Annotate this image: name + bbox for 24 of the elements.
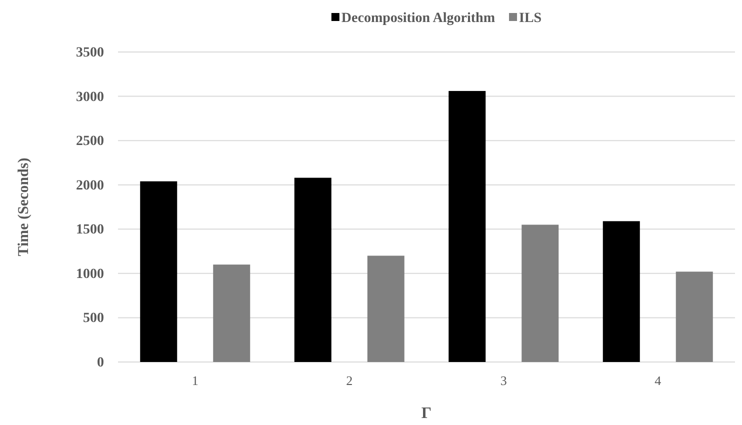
x-tick-label: 2 [346, 373, 353, 388]
bar [676, 272, 713, 362]
bar [448, 90, 486, 362]
legend-label: Decomposition Algorithm [341, 11, 496, 26]
x-tick-label: 4 [654, 373, 662, 388]
y-tick-label: 0 [97, 355, 104, 370]
y-tick-label: 1000 [76, 266, 104, 282]
bar [294, 178, 332, 362]
bar [522, 224, 559, 362]
bar [367, 256, 404, 362]
bar [140, 181, 178, 362]
y-tick-label: 3000 [76, 90, 104, 105]
y-tick-label: 2500 [76, 134, 104, 150]
y-tick-label: 500 [83, 311, 104, 326]
bar [213, 264, 250, 362]
bar [602, 221, 640, 362]
y-axis-title: Time (Seconds) [16, 158, 32, 256]
legend-label: ILS [519, 11, 542, 26]
x-tick-label: 1 [192, 373, 198, 388]
y-tick-label: 3500 [76, 45, 104, 60]
x-axis-title: Γ [421, 405, 432, 422]
y-tick-label: 1500 [76, 222, 104, 238]
y-tick-label: 2000 [76, 178, 104, 194]
x-tick-label: 3 [500, 373, 507, 388]
